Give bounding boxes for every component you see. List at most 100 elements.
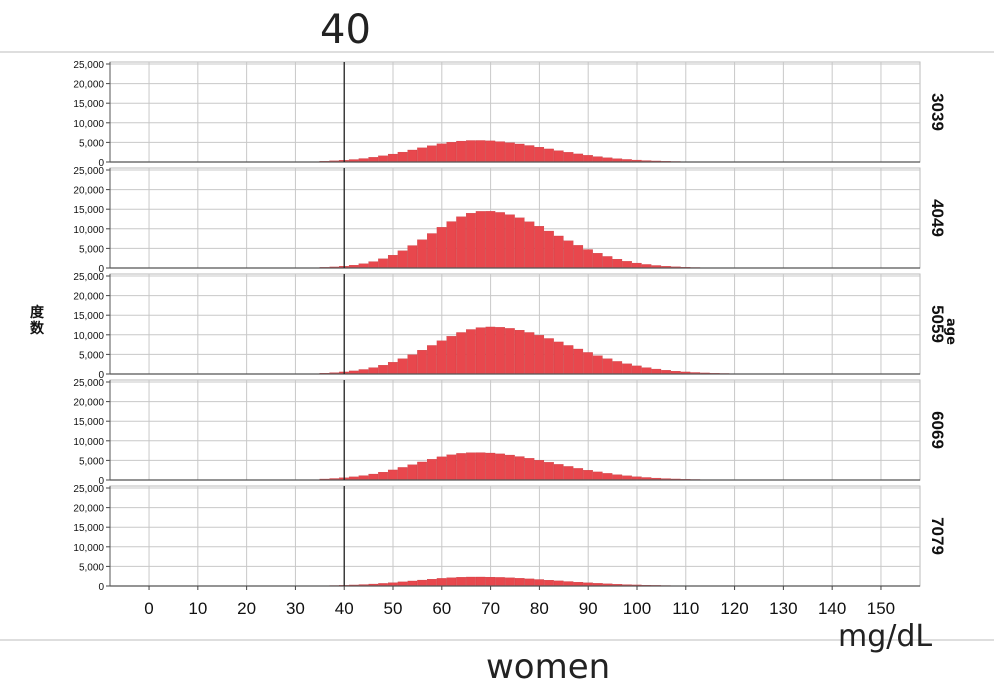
histogram-bar [368,473,379,481]
y-tick-label: 10,000 [73,331,104,342]
y-tick-label: 15,000 [73,205,104,216]
y-tick-label: 10,000 [73,437,104,448]
x-tick-label: 10 [188,599,207,618]
histogram-bar [514,217,525,269]
x-tick-label: 0 [144,599,153,618]
histogram-bar [417,461,427,481]
histogram-bar [407,245,418,269]
histogram-bar [524,145,535,163]
histogram-bar [485,140,496,163]
histogram-bar [524,458,535,481]
panel-label-4049: 4049 [928,199,947,237]
x-tick-label: 60 [432,599,451,618]
histogram-bar [583,470,593,481]
histogram-bar [427,233,437,269]
histogram-bar [378,365,388,375]
histogram-bar [466,213,476,269]
histogram-bar [436,456,447,481]
histogram-bar [544,462,554,481]
x-tick-label: 30 [286,599,305,618]
histogram-bar [407,580,418,587]
y-tick-label: 20,000 [73,80,104,91]
histogram-bar [417,239,427,269]
histogram-bar [456,216,466,269]
histogram-bar [563,466,574,481]
y-tick-label: 25,000 [73,484,104,495]
histogram-bar [358,369,369,375]
histogram-bar [583,155,593,163]
histogram-bar [583,352,593,375]
y-tick-label: 0 [98,264,104,275]
histogram-bar [407,464,418,481]
histogram-bar [436,227,447,269]
histogram-bar [446,454,457,481]
histogram-bar [553,580,564,587]
histogram-bar [495,327,505,375]
histogram-bar [475,140,486,163]
histogram-bar [631,365,642,375]
y-tick-label: 10,000 [73,225,104,236]
histogram-bar [446,336,457,375]
histogram-bar [456,453,466,481]
y-tick-label: 20,000 [73,292,104,303]
histogram-bar [368,261,379,269]
histogram-bar [417,350,427,375]
histogram-bar [475,452,486,481]
histogram-bar [407,354,418,375]
histogram-bar [573,348,584,375]
y-tick-label: 5,000 [79,244,104,255]
histogram-bar [553,235,564,269]
reference-value-label: 40 [320,7,371,53]
unit-label: mg/dL [838,619,933,654]
y-tick-label: 5,000 [79,456,104,467]
histogram-bar [397,151,408,163]
histogram-bar [475,576,486,587]
histogram-bar [534,335,545,375]
histogram-bar [573,245,584,269]
histogram-bar [417,579,427,587]
y-tick-label: 20,000 [73,398,104,409]
y-tick-label: 5,000 [79,138,104,149]
y-tick-label: 15,000 [73,417,104,428]
y-tick-label: 5,000 [79,350,104,361]
histogram-bar [407,149,418,163]
histogram-bar [495,212,505,269]
histogram-bar [524,221,535,269]
x-tick-label: 100 [623,599,651,618]
histogram-bar [446,142,457,163]
y-tick-label: 0 [98,582,104,593]
y-tick-label: 10,000 [73,119,104,130]
histogram-bar [553,341,564,375]
histogram-bar [651,368,662,375]
histogram-bar [612,258,623,269]
histogram-bar [417,147,427,163]
histogram-bar [583,249,593,269]
y-tick-label: 25,000 [73,272,104,283]
x-tick-label: 70 [481,599,500,618]
histogram-bar [534,460,545,481]
histogram-bar [378,472,388,481]
histogram-bar [592,253,603,269]
histogram-bar [397,250,408,269]
x-tick-label: 140 [818,599,846,618]
histogram-bar [485,211,496,269]
histogram-bar [456,140,466,163]
x-tick-label: 130 [769,599,797,618]
histogram-bar [553,150,564,163]
histogram-bar [553,464,564,481]
histogram-bar [485,326,496,375]
histogram-bar [485,452,496,481]
x-tick-label: 20 [237,599,256,618]
histogram-bar [456,332,466,375]
panel-label-7079: 7079 [928,517,947,555]
histogram-bar [544,148,554,163]
histogram-bar [368,367,379,375]
histogram-bar [602,157,613,163]
histogram-bar [397,358,408,375]
y-tick-label: 15,000 [73,311,104,322]
x-tick-label: 50 [384,599,403,618]
histogram-bar [427,145,437,163]
histogram-bar [436,340,447,375]
histogram-bar [622,261,632,269]
